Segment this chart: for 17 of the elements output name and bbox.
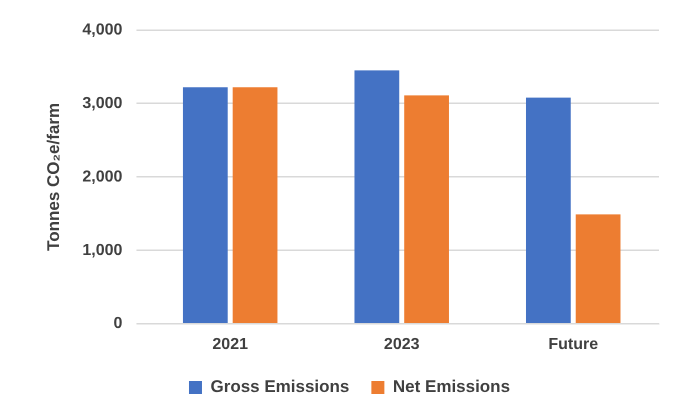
legend-label: Net Emissions — [392, 377, 510, 396]
y-tick-label: 4,000 — [82, 21, 123, 38]
bar — [232, 87, 278, 324]
y-tick-label: 3,000 — [82, 94, 123, 112]
bar — [354, 70, 400, 324]
bar — [182, 87, 228, 324]
x-tick-label: Future — [548, 336, 598, 353]
x-tick-label: 2023 — [384, 336, 420, 353]
x-tick-label: 2021 — [212, 336, 248, 353]
y-tick-label: 1,000 — [82, 242, 123, 259]
legend-label: Gross Emissions — [210, 377, 350, 396]
y-tick-label: 2,000 — [82, 168, 123, 186]
y-axis-title: Tonnes CO₂e/farm — [44, 102, 63, 251]
bar — [526, 98, 571, 324]
bar — [404, 95, 449, 324]
y-tick-label: 0 — [114, 315, 123, 332]
bar — [576, 214, 620, 324]
